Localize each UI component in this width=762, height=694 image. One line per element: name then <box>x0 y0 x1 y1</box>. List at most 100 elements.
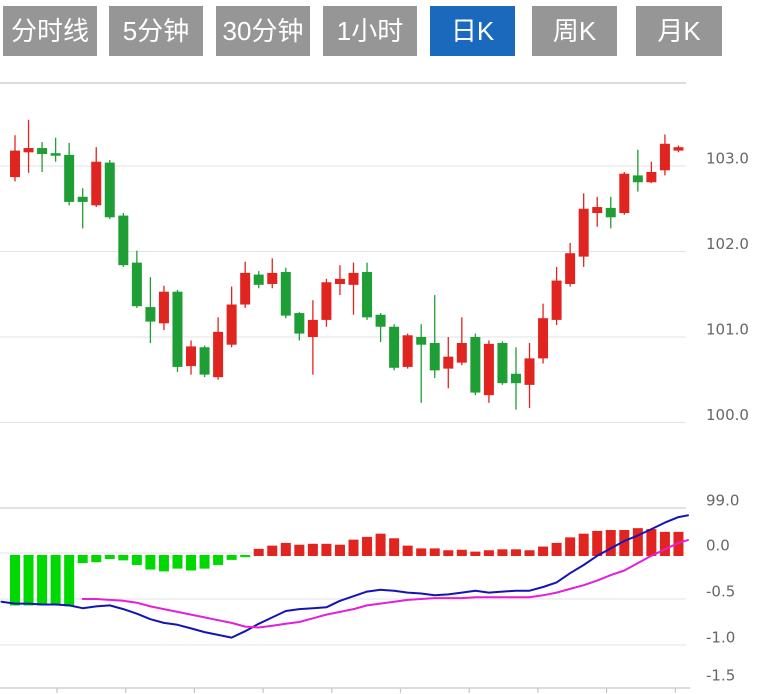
candle <box>23 119 34 173</box>
candle-body <box>226 304 237 345</box>
tab-daily-k[interactable]: 日K <box>430 6 515 56</box>
candle-body <box>145 307 156 322</box>
candle-body <box>294 313 305 334</box>
dea-line <box>81 539 689 629</box>
candle-body <box>307 319 318 337</box>
candle-body <box>334 278 345 284</box>
candle <box>416 324 427 403</box>
candle-body <box>64 154 75 202</box>
macd-bar <box>158 555 169 572</box>
candle <box>497 341 508 385</box>
y-axis-label: -1.5 <box>706 667 735 685</box>
candle <box>267 258 278 289</box>
macd-bar <box>77 555 88 564</box>
y-axis-label: 100.0 <box>706 406 749 424</box>
tab-5min[interactable]: 5分钟 <box>109 6 203 56</box>
candle <box>91 147 102 208</box>
candle <box>104 160 115 220</box>
candle-body <box>280 272 291 316</box>
candle-body <box>497 342 508 384</box>
macd-bar <box>578 533 589 556</box>
macd-bar <box>592 530 603 556</box>
macd-bar <box>91 555 102 563</box>
y-axis-label: 101.0 <box>706 321 749 339</box>
period-tabbar: 分时线 5分钟 30分钟 1小时 日K 周K 月K <box>0 6 722 56</box>
candle <box>213 317 224 380</box>
candle-body <box>456 342 467 363</box>
candle-body <box>592 207 603 214</box>
tab-label: 分时线 <box>10 16 89 46</box>
candle-body <box>416 337 427 345</box>
macd-bar <box>186 555 197 571</box>
tab-label: 30分钟 <box>222 16 304 46</box>
candle <box>240 261 251 308</box>
tab-timeline[interactable]: 分时线 <box>3 6 97 56</box>
candle <box>321 278 332 327</box>
candle <box>158 285 169 331</box>
candle-body <box>158 291 169 324</box>
candle <box>483 340 494 403</box>
candle-body <box>131 262 142 307</box>
candle-body <box>538 318 549 359</box>
candle <box>673 145 684 153</box>
candle-body <box>673 147 684 151</box>
macd-bar <box>294 544 305 556</box>
candle <box>50 137 61 162</box>
candle <box>605 196 616 229</box>
candle <box>334 265 345 296</box>
tab-30min[interactable]: 30分钟 <box>216 6 310 56</box>
candle-body <box>619 173 630 214</box>
macd-bar <box>267 545 278 556</box>
candle-body <box>429 342 440 371</box>
candle-body <box>524 358 535 385</box>
candle-body <box>578 208 589 257</box>
candle <box>37 142 48 172</box>
candle <box>592 196 603 227</box>
y-axis-label: -1.0 <box>706 629 735 647</box>
candle-body <box>104 162 115 218</box>
candle-body <box>551 280 562 320</box>
macd-bar <box>470 551 481 556</box>
candle <box>64 142 75 206</box>
candle <box>348 262 359 315</box>
macd-bar <box>37 555 48 606</box>
macd-bar <box>145 555 156 570</box>
candle <box>659 134 670 176</box>
macd-bar <box>307 543 318 556</box>
macd-bar <box>510 549 521 556</box>
y-axis-label: 0.0 <box>706 537 730 555</box>
candle-body <box>50 153 61 156</box>
macd-bar <box>199 555 210 569</box>
candle-body <box>362 272 373 318</box>
macd-bar <box>389 538 400 556</box>
macd-bar <box>551 542 562 556</box>
macd-bar <box>416 548 427 556</box>
candle-body <box>267 272 278 284</box>
tab-label: 周K <box>552 16 597 46</box>
macd-bar <box>131 555 142 565</box>
x-axis <box>0 687 690 693</box>
candle-body <box>77 196 88 202</box>
gridlines <box>0 82 686 646</box>
macd-bar <box>321 543 332 556</box>
tab-weekly-k[interactable]: 周K <box>532 6 617 56</box>
y-axis-label: 103.0 <box>706 150 749 168</box>
candle-body <box>37 148 48 155</box>
candle-body <box>659 143 670 171</box>
macd-bar <box>646 529 657 556</box>
candle-body <box>172 291 183 367</box>
candle <box>565 242 576 287</box>
tab-1hour[interactable]: 1小时 <box>323 6 417 56</box>
macd-bar <box>443 550 454 556</box>
macd-bar <box>213 555 224 565</box>
candle-body <box>443 356 454 369</box>
candle-body <box>510 373 521 384</box>
y-axis-labels: 103.0 102.0 101.0 100.0 99.0 0.0 -0.5 -1.0 -1.5 <box>706 150 749 685</box>
candle-body <box>240 272 251 305</box>
candle <box>389 324 400 371</box>
candle-body <box>23 148 34 153</box>
tab-label: 1小时 <box>336 16 404 46</box>
candle <box>294 312 305 341</box>
tab-monthly-k[interactable]: 月K <box>636 6 722 56</box>
